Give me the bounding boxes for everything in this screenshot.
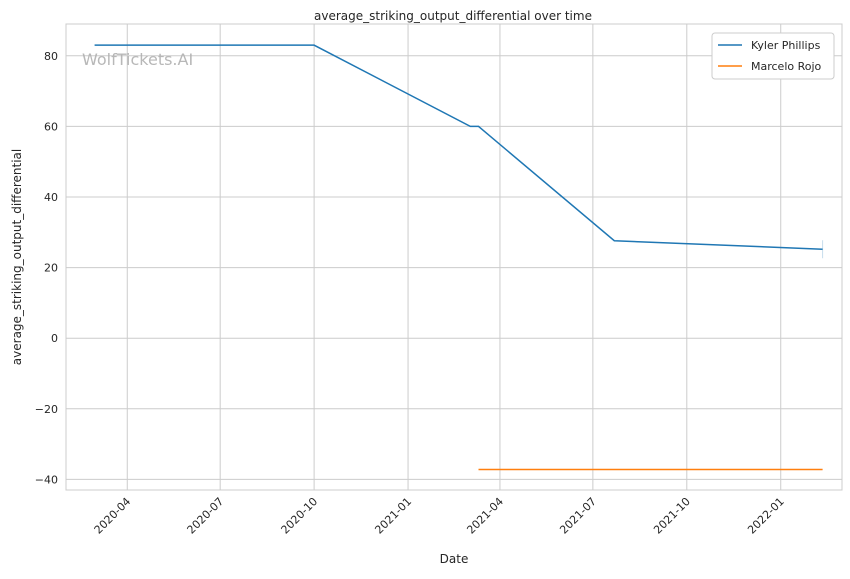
y-tick-label: 80: [44, 50, 58, 63]
legend: Kyler Phillips Marcelo Rojo: [711, 32, 835, 80]
legend-label-marcelo-rojo: Marcelo Rojo: [751, 60, 822, 73]
y-tick-label: 0: [51, 332, 58, 345]
y-tick-label: −40: [35, 473, 58, 486]
x-tick-label: 2021-04: [464, 495, 506, 537]
x-tick-label: 2020-07: [185, 495, 227, 537]
x-tick-label: 2021-10: [651, 495, 693, 537]
y-tick-label: 40: [44, 191, 58, 204]
x-tick-label: 2021-07: [557, 495, 599, 537]
x-tick-label: 2022-01: [745, 495, 787, 537]
y-tick-label: −20: [35, 403, 58, 416]
series-line-kyler-phillips: [94, 44, 823, 250]
x-tick-label: 2020-04: [92, 495, 134, 537]
legend-label-kyler-phillips: Kyler Phillips: [751, 39, 821, 52]
y-axis-label: average_striking_output_differential: [10, 149, 24, 365]
plot-frame: [65, 23, 843, 491]
watermark: WolfTickets.AI: [82, 50, 193, 69]
x-axis-label: Date: [440, 552, 469, 566]
x-tick-label: 2020-10: [279, 495, 321, 537]
chart-title: average_striking_output_differential ove…: [314, 9, 592, 23]
x-tick-label: 2021-01: [372, 495, 414, 537]
y-tick-label: 60: [44, 120, 58, 133]
y-tick-label: 20: [44, 262, 58, 275]
